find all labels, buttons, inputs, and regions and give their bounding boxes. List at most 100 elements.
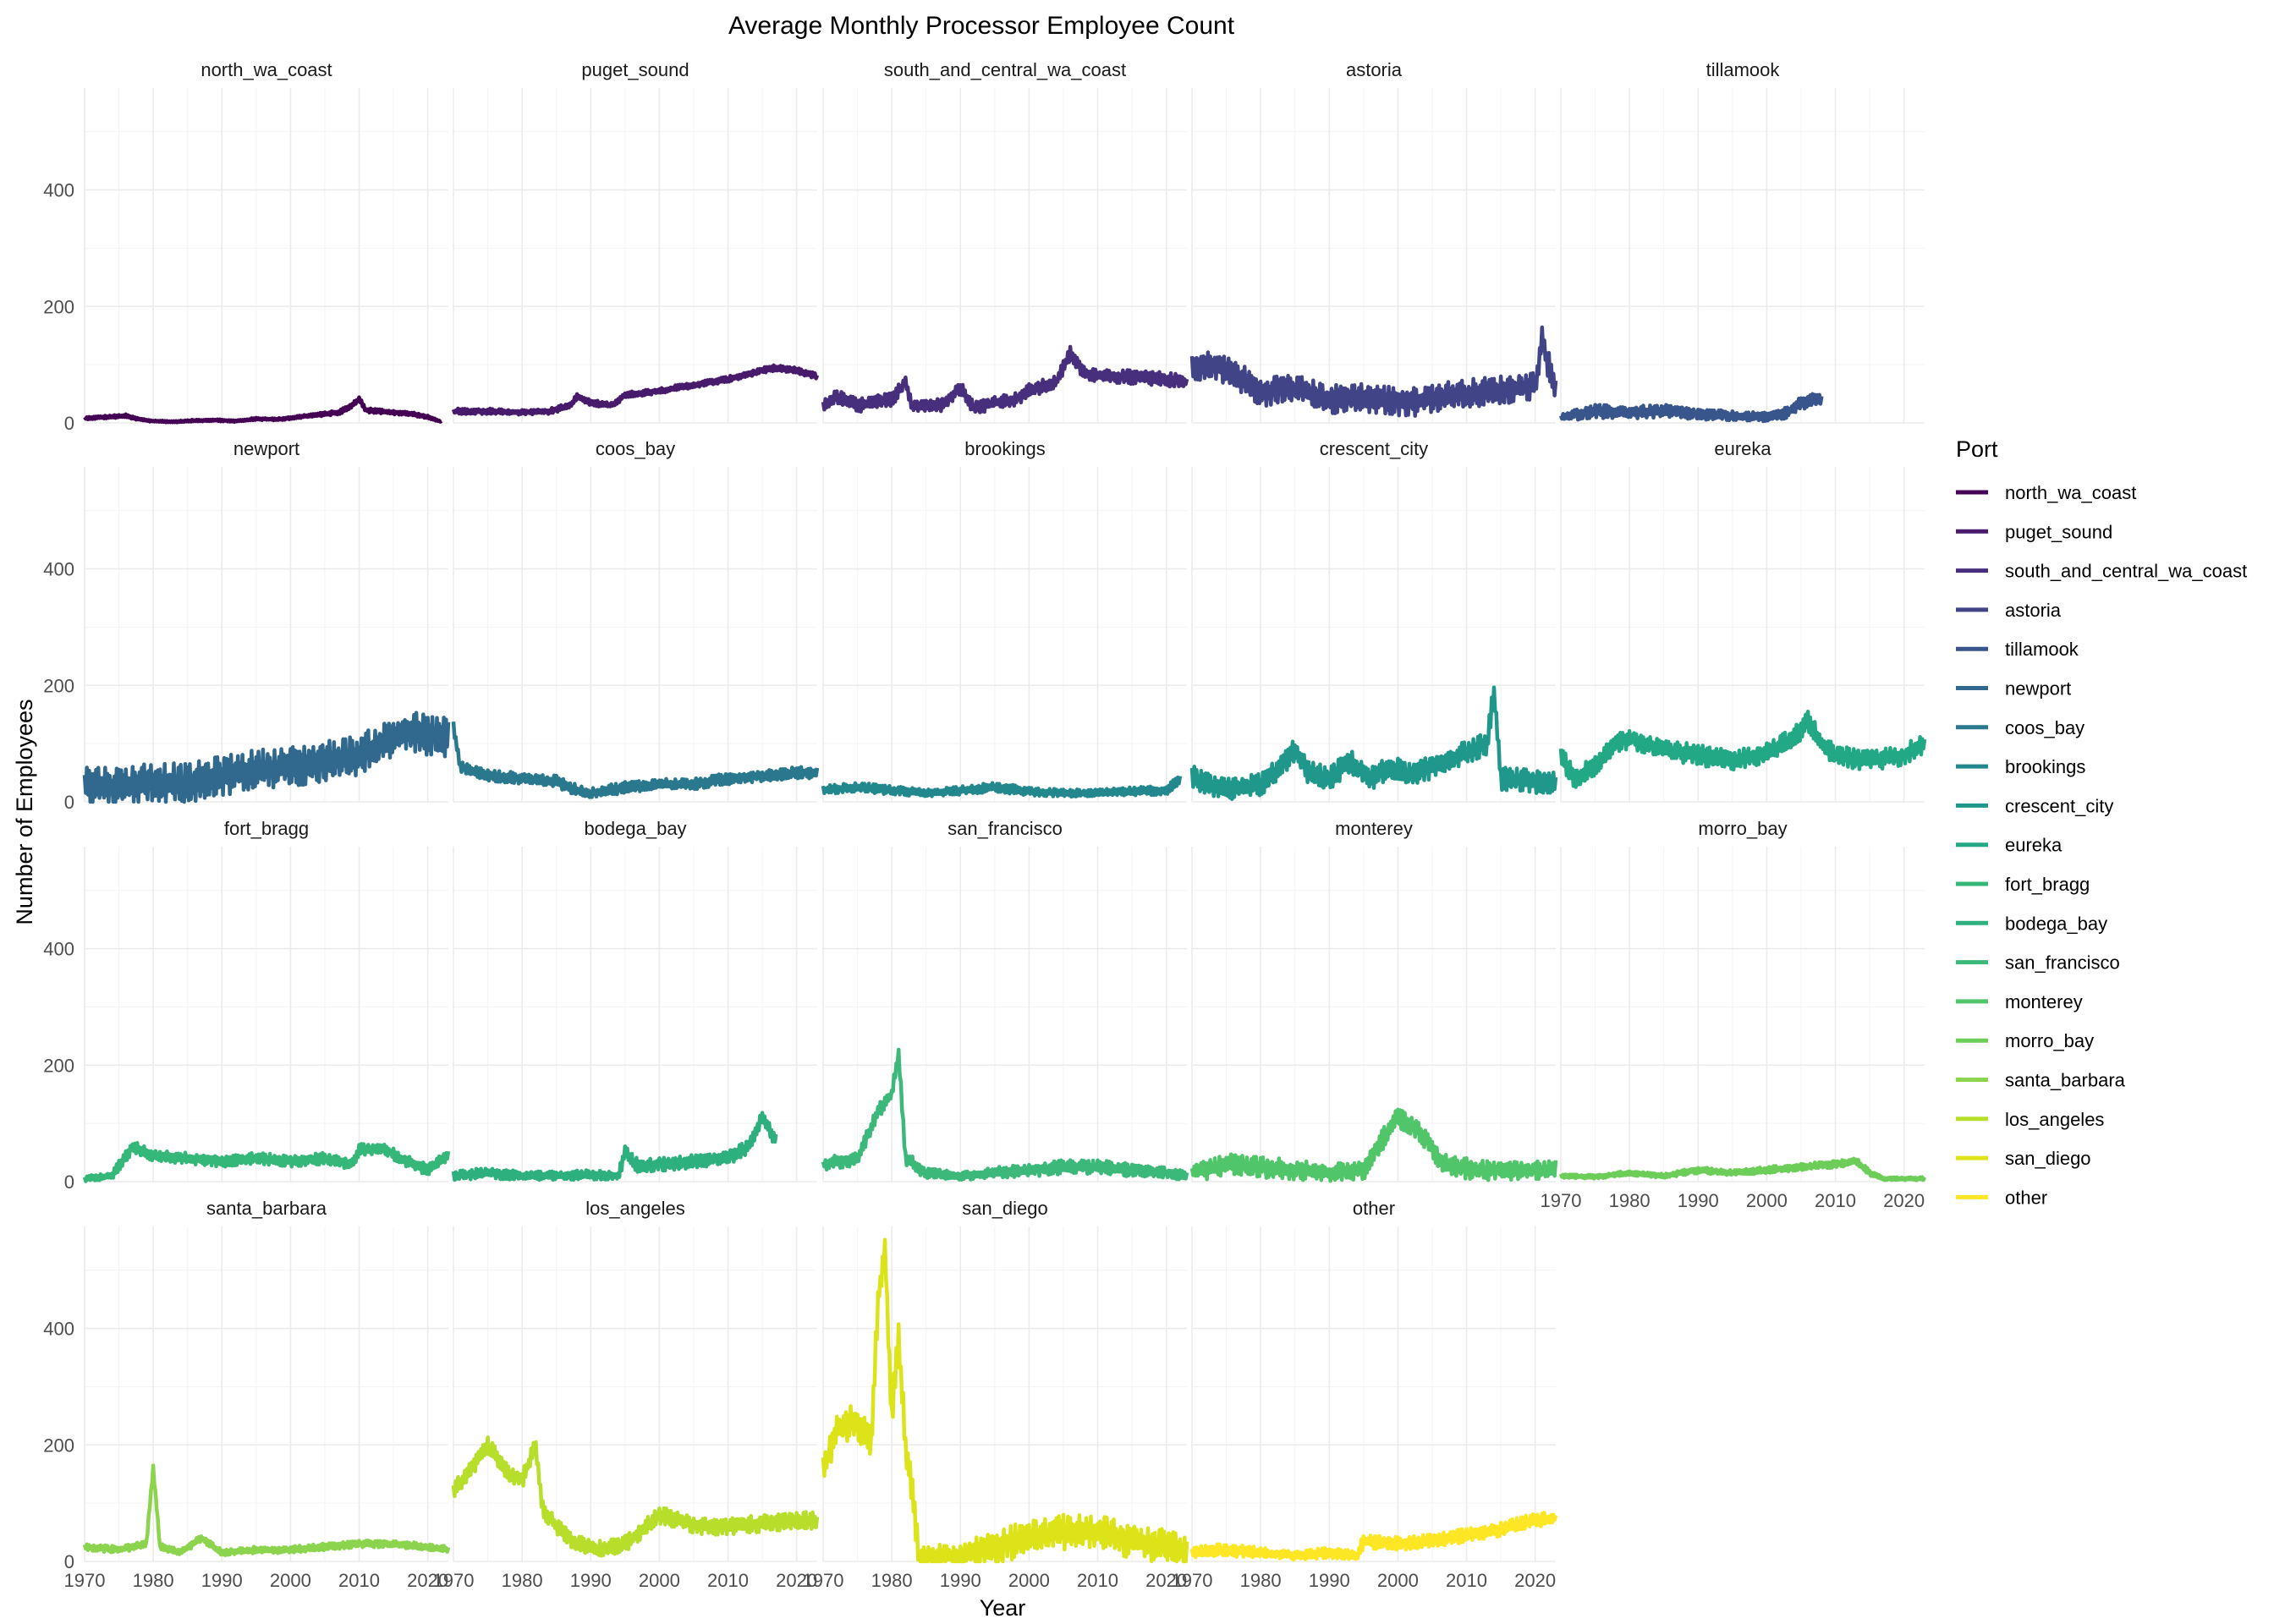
series-line-san_diego [821,1237,1189,1564]
panel-eureka: eureka [1558,438,1927,803]
legend-label-crescent_city: crescent_city [2005,795,2113,816]
x-tick-label: 1980 [871,1570,913,1591]
panel-fort_bragg: fort_bragg 0 200 400 [43,818,451,1193]
series-line-monterey [1189,1107,1558,1183]
x-tick-label: 1980 [1240,1570,1282,1591]
series-line-astoria [1189,325,1558,418]
x-tick-label: 2020 [776,1570,817,1591]
panel-strip-label: north_wa_coast [200,59,332,80]
panel-strip-label: south_and_central_wa_coast [884,59,1126,80]
x-tick-label: 2020 [1883,1190,1925,1211]
panel-strip-label: crescent_city [1320,438,1428,459]
panel-strip-label: tillamook [1706,59,1781,80]
panel-strip-label: brookings [964,438,1045,459]
series-line-coos_bay [451,721,820,799]
x-tick-label: 1980 [133,1570,174,1591]
x-tick-label: 2010 [1815,1190,1856,1211]
series-line-south_and_central_wa_coast [821,344,1189,414]
x-tick-label: 2010 [1446,1570,1487,1591]
x-tick-label: 1990 [940,1570,981,1591]
x-tick-label: 2020 [1514,1570,1556,1591]
panel-strip-label: morro_bay [1698,818,1787,839]
y-tick-label: 200 [43,675,74,696]
legend-label-coos_bay: coos_bay [2005,717,2084,738]
series-line-other [1189,1511,1558,1562]
panel-north_wa_coast: north_wa_coast 0 200 400 [43,59,448,434]
legend-label-morro_bay: morro_bay [2005,1030,2094,1051]
panel-tillamook: tillamook [1558,59,1925,424]
legend-label-other: other [2005,1187,2047,1208]
legend-label-astoria: astoria [2005,600,2062,621]
panel-strip-label: coos_bay [596,438,675,459]
series-line-puget_sound [451,363,820,417]
x-tick-label: 2000 [1008,1570,1050,1591]
legend-label-fort_bragg: fort_bragg [2005,874,2090,895]
panel-strip-label: astoria [1346,59,1403,80]
y-tick-label: 0 [64,792,74,813]
panel-santa_barbara: santa_barbara 0 200 400 1970 1980 1990 2000 2010… [43,1198,451,1591]
x-tick-label: 1990 [1678,1190,1719,1211]
legend-label-brookings: brookings [2005,756,2085,777]
x-tick-label: 2000 [639,1570,680,1591]
panel-puget_sound: puget_sound [451,59,820,424]
series-line-newport [82,710,451,804]
panel-los_angeles: los_angeles 1970 1980 1990 2000 2010 2020 [433,1198,820,1591]
x-axis-title: Year [980,1595,1026,1621]
panel-strip-label: san_francisco [948,818,1063,839]
x-tick-label: 2000 [1377,1570,1419,1591]
series-line-fort_bragg [82,1140,451,1183]
x-tick-label: 1970 [1172,1570,1213,1591]
legend-label-san_diego: san_diego [2005,1148,2091,1169]
panel-strip-label: other [1353,1198,1395,1219]
panel-monterey: monterey [1189,818,1558,1183]
series-line-tillamook [1558,392,1824,424]
panel-strip-label: los_angeles [585,1198,684,1219]
x-tick-label: 2010 [707,1570,749,1591]
y-tick-label: 0 [64,1171,74,1193]
legend-label-santa_barbara: santa_barbara [2005,1070,2126,1091]
panel-san_francisco: san_francisco [821,818,1189,1182]
panel-strip-label: bodega_bay [584,818,686,839]
x-tick-label: 1990 [570,1570,612,1591]
panel-astoria: astoria [1189,59,1558,424]
panel-newport: newport 0 200 400 [43,438,451,813]
panel-morro_bay: morro_bay 1970 1980 1990 2000 2010 2020 [1541,818,1927,1211]
legend-label-bodega_bay: bodega_bay [2005,913,2107,934]
legend-label-puget_sound: puget_sound [2005,521,2112,542]
y-tick-label: 0 [64,1551,74,1572]
series-line-san_francisco [821,1047,1189,1182]
legend-label-newport: newport [2005,678,2071,700]
legend-label-north_wa_coast: north_wa_coast [2005,482,2136,503]
series-line-morro_bay [1558,1156,1927,1182]
y-tick-label: 400 [43,180,74,201]
series-line-brookings [821,775,1183,799]
series-line-santa_barbara [82,1463,451,1557]
panel-strip-label: santa_barbara [206,1198,327,1219]
panel-strip-label: fort_bragg [224,818,309,839]
panel-coos_bay: coos_bay [451,438,820,803]
panel-crescent_city: crescent_city [1189,438,1558,803]
panel-brookings: brookings [821,438,1187,803]
panel-other: other 1970 1980 1990 2000 2010 2020 [1172,1198,1558,1591]
panel-south_and_central_wa_coast: south_and_central_wa_coast [821,59,1189,424]
x-tick-label: 1970 [433,1570,475,1591]
panel-san_diego: san_diego 1970 1980 1990 2000 2010 2020 [803,1198,1189,1591]
panel-strip-label: monterey [1335,818,1413,839]
legend-label-monterey: monterey [2005,991,2083,1012]
x-tick-label: 1970 [64,1570,106,1591]
facet-panels: north_wa_coast 0 200 400 puget_sound south_an… [43,59,1927,1591]
legend-label-eureka: eureka [2005,835,2063,856]
y-tick-label: 400 [43,1319,74,1340]
y-tick-label: 0 [64,413,74,434]
y-tick-label: 200 [43,1435,74,1456]
panel-strip-label: eureka [1714,438,1771,459]
series-line-north_wa_coast [83,395,443,425]
legend: Port north_wa_coast puget_sound south_and_… [1956,436,2247,1208]
x-tick-label: 1980 [502,1570,543,1591]
legend-label-los_angeles: los_angeles [2005,1109,2104,1130]
legend-label-tillamook: tillamook [2005,639,2079,660]
legend-label-san_francisco: san_francisco [2005,952,2120,974]
panel-strip-label: puget_sound [581,59,689,80]
panel-strip-label: newport [233,438,299,459]
